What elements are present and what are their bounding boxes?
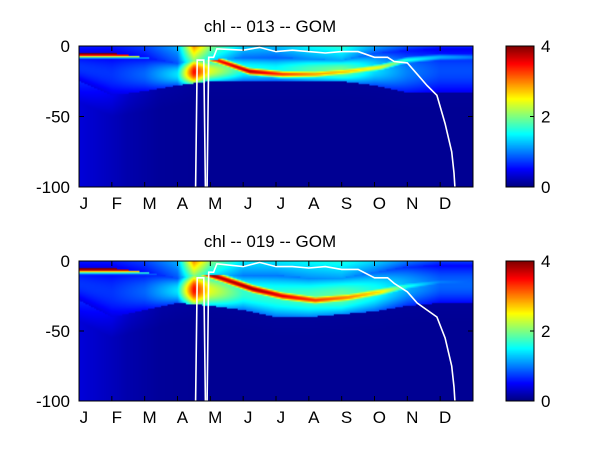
x-tick-label: A <box>308 408 320 427</box>
x-tick-label: F <box>112 194 122 213</box>
panel-2-colorbar <box>506 261 534 401</box>
x-tick-label: O <box>373 408 386 427</box>
colorbar-tick-label: 4 <box>541 37 550 56</box>
x-tick-label: J <box>244 408 253 427</box>
x-tick-label: J <box>277 408 286 427</box>
x-tick-label: J <box>244 194 253 213</box>
panel-2-mixed-layer-line <box>194 261 456 402</box>
x-tick-label: M <box>208 194 222 213</box>
panel-2-y-axis: 0 -50 -100 <box>36 252 473 411</box>
panel-1-heatmap <box>79 46 473 187</box>
y-tick-label: 0 <box>61 252 70 271</box>
x-tick-label: S <box>341 408 352 427</box>
colorbar-tick-label: 2 <box>541 108 550 127</box>
panel-1-mixed-layer-line <box>194 46 456 188</box>
y-tick-label: -50 <box>45 108 70 127</box>
x-tick-label: D <box>439 194 451 213</box>
x-tick-label: A <box>177 194 189 213</box>
x-tick-label: A <box>177 408 189 427</box>
panel-2-colorbar-ticks: 0 2 4 <box>530 252 550 411</box>
x-tick-label: J <box>277 194 286 213</box>
x-tick-label: M <box>143 194 157 213</box>
panel-2-title: chl -- 019 -- GOM <box>204 232 336 251</box>
y-tick-label: 0 <box>61 37 70 56</box>
colorbar-tick-label: 0 <box>541 178 550 197</box>
x-tick-label: N <box>406 194 418 213</box>
y-tick-label: -100 <box>36 392 70 411</box>
y-tick-label: -50 <box>45 322 70 341</box>
colorbar-tick-label: 2 <box>541 322 550 341</box>
panel-1-title: chl -- 013 -- GOM <box>204 17 336 36</box>
panel-1-colorbar <box>506 46 534 187</box>
x-tick-label: O <box>373 194 386 213</box>
x-tick-label: N <box>406 408 418 427</box>
colorbar-tick-label: 4 <box>541 252 550 271</box>
x-tick-label: D <box>439 408 451 427</box>
x-tick-label: S <box>341 194 352 213</box>
panel-2-heatmap <box>79 261 473 401</box>
x-tick-label: J <box>80 408 89 427</box>
panel-1-y-axis: 0 -50 -100 <box>36 37 473 197</box>
x-tick-label: A <box>308 194 320 213</box>
y-tick-label: -100 <box>36 178 70 197</box>
x-tick-label: F <box>112 408 122 427</box>
panel-1-colorbar-ticks: 0 2 4 <box>530 37 550 197</box>
x-tick-label: M <box>143 408 157 427</box>
x-tick-label: M <box>208 408 222 427</box>
x-tick-label: J <box>80 194 89 213</box>
colorbar-tick-label: 0 <box>541 392 550 411</box>
